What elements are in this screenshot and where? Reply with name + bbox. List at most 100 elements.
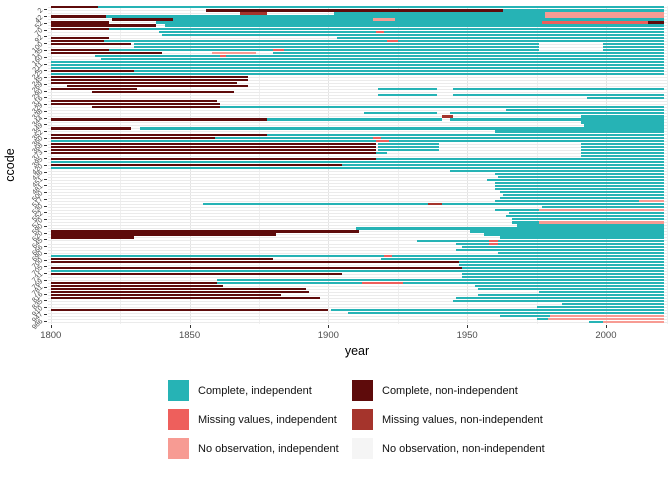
chart-row — [48, 112, 667, 115]
gridline-horizontal — [48, 316, 667, 318]
row-segment-t — [453, 300, 665, 303]
legend-swatch — [352, 409, 373, 430]
row-segment-m — [50, 233, 276, 236]
gridline-horizontal — [48, 76, 667, 78]
x-axis-title: year — [344, 344, 370, 358]
chart-row — [48, 39, 667, 42]
row-segment-t — [539, 290, 665, 294]
y-tick-mark — [44, 246, 47, 248]
chart-row — [48, 281, 667, 285]
y-tick-mark — [44, 252, 47, 254]
row-segment-t — [517, 224, 665, 227]
row-segment-r — [542, 21, 648, 24]
chart-row — [48, 12, 667, 15]
row-segment-m — [92, 91, 234, 94]
chart-row — [48, 272, 667, 275]
chart-row — [48, 215, 667, 218]
chart-row — [48, 194, 667, 197]
legend-label: Missing values, independent — [198, 413, 337, 426]
chart-row — [48, 306, 667, 309]
x-tick-label: 1800 — [40, 330, 62, 341]
row-segment-t — [503, 9, 665, 12]
gridline-horizontal — [48, 301, 667, 303]
row-segment-t — [139, 127, 665, 130]
gridline-horizontal — [48, 252, 667, 254]
row-segment-m — [50, 69, 135, 73]
row-segment-t — [364, 112, 437, 115]
row-segment-t — [50, 66, 665, 70]
chart-row — [48, 227, 667, 230]
gridline-horizontal — [48, 249, 667, 251]
row-segment-s — [544, 15, 665, 18]
y-tick-mark — [44, 151, 47, 153]
gridline-horizontal — [48, 82, 667, 84]
legend-swatch — [352, 438, 373, 459]
y-tick-mark — [44, 63, 47, 65]
row-segment-r — [386, 39, 398, 42]
y-tick-mark — [44, 56, 47, 58]
gridline-horizontal — [48, 216, 667, 218]
y-tick-mark — [44, 185, 47, 187]
row-segment-m — [50, 163, 343, 166]
gridline-horizontal — [48, 125, 667, 127]
gridline-horizontal — [48, 170, 667, 172]
chart-row — [48, 91, 667, 94]
gridline-horizontal — [48, 294, 667, 296]
chart-row — [48, 175, 667, 179]
row-segment-t — [50, 160, 665, 163]
row-segment-m — [50, 266, 462, 269]
row-segment-t — [494, 130, 665, 133]
row-segment-b — [428, 203, 443, 206]
chart-row — [48, 197, 667, 200]
row-segment-t — [461, 275, 665, 279]
chart-row — [48, 151, 667, 154]
row-segment-t — [375, 151, 387, 154]
row-segment-t — [494, 209, 540, 212]
row-segment-m — [50, 27, 110, 30]
chart-row — [48, 297, 667, 300]
row-segment-t — [536, 318, 548, 321]
row-segment-t — [506, 215, 665, 218]
chart-row — [48, 106, 667, 109]
chart-row — [48, 178, 667, 182]
y-tick-mark — [44, 280, 47, 282]
row-segment-t — [134, 42, 540, 45]
row-segment-t — [494, 188, 665, 191]
row-segment-t — [453, 94, 665, 97]
y-tick-mark — [44, 77, 47, 79]
row-segment-r — [220, 54, 226, 57]
gridline-horizontal — [48, 304, 667, 306]
gridline-horizontal — [48, 86, 667, 88]
row-segment-t — [506, 109, 665, 112]
y-tick-mark — [44, 131, 47, 133]
y-axis-title: ccode — [3, 148, 17, 182]
chart-panel — [48, 6, 668, 324]
gridline-horizontal — [48, 98, 667, 100]
gridline-horizontal — [48, 276, 667, 278]
row-segment-t — [50, 254, 665, 257]
row-segment-t — [461, 245, 665, 248]
gridline-horizontal — [48, 198, 667, 200]
chart-row — [48, 18, 667, 21]
gridline-horizontal — [48, 288, 667, 290]
row-segment-s — [544, 12, 665, 15]
row-segment-s — [639, 200, 665, 203]
legend-row: No observation, independent No observatio… — [168, 438, 628, 459]
chart-row — [48, 66, 667, 70]
row-segment-t — [456, 242, 665, 245]
legend-label: Complete, non-independent — [382, 384, 518, 397]
row-segment-m — [50, 39, 104, 42]
chart-row — [48, 33, 667, 36]
row-segment-t — [450, 118, 665, 121]
row-segment-t — [378, 142, 440, 145]
row-segment-t — [50, 269, 665, 272]
chart-row — [48, 224, 667, 227]
chart-row — [48, 94, 667, 97]
row-segment-r — [272, 48, 284, 51]
row-segment-t — [580, 142, 665, 145]
y-tick-mark — [44, 117, 47, 119]
chart-row — [48, 294, 667, 297]
row-segment-t — [333, 12, 545, 15]
gridline-horizontal — [48, 89, 667, 91]
legend-item: Missing values, independent — [168, 409, 352, 430]
